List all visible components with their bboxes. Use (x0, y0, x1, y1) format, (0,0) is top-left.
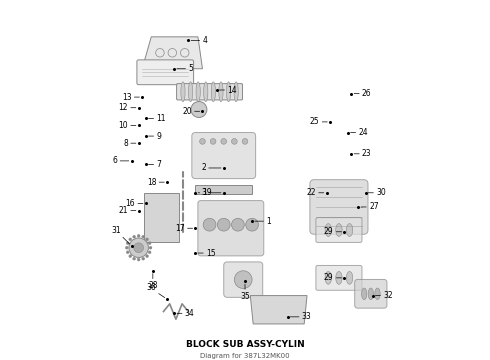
Text: 4: 4 (202, 36, 207, 45)
Circle shape (245, 218, 258, 231)
Text: 23: 23 (362, 149, 371, 158)
Circle shape (203, 218, 216, 231)
Ellipse shape (346, 271, 353, 284)
Circle shape (133, 235, 136, 238)
Circle shape (232, 139, 237, 144)
Circle shape (210, 139, 216, 144)
Text: 6: 6 (113, 156, 118, 165)
Text: 10: 10 (119, 121, 128, 130)
Text: 24: 24 (358, 128, 368, 137)
Ellipse shape (375, 288, 380, 300)
Text: 26: 26 (362, 89, 371, 98)
Text: 35: 35 (240, 292, 250, 301)
Ellipse shape (362, 288, 367, 300)
Text: 7: 7 (156, 160, 161, 169)
Text: 29: 29 (324, 273, 334, 282)
Circle shape (133, 257, 136, 260)
Text: 22: 22 (306, 188, 316, 197)
Text: 21: 21 (119, 206, 128, 215)
FancyBboxPatch shape (355, 279, 387, 308)
Circle shape (232, 218, 245, 231)
Text: 28: 28 (148, 282, 158, 291)
Ellipse shape (196, 82, 200, 102)
Ellipse shape (336, 271, 342, 284)
Circle shape (125, 246, 128, 249)
Text: 18: 18 (147, 177, 156, 186)
Ellipse shape (189, 82, 193, 102)
Circle shape (234, 271, 252, 288)
Circle shape (126, 251, 129, 254)
Ellipse shape (325, 224, 332, 237)
Text: 32: 32 (383, 291, 393, 300)
Circle shape (242, 139, 248, 144)
Text: 27: 27 (369, 202, 379, 211)
Circle shape (146, 255, 148, 257)
FancyBboxPatch shape (198, 201, 264, 256)
Circle shape (129, 255, 132, 257)
Text: 25: 25 (310, 117, 319, 126)
Circle shape (142, 257, 145, 260)
Circle shape (146, 238, 148, 241)
Ellipse shape (336, 224, 342, 237)
Circle shape (148, 251, 151, 254)
Text: 11: 11 (156, 114, 166, 123)
Text: 19: 19 (202, 188, 212, 197)
Text: 1: 1 (266, 217, 271, 226)
Circle shape (149, 246, 152, 249)
FancyBboxPatch shape (192, 132, 256, 179)
Ellipse shape (234, 82, 238, 102)
Text: 29: 29 (324, 227, 334, 236)
Ellipse shape (325, 271, 332, 284)
Text: 5: 5 (188, 64, 193, 73)
Text: 2: 2 (201, 163, 206, 172)
Ellipse shape (204, 82, 208, 102)
Text: 17: 17 (175, 224, 185, 233)
Circle shape (199, 139, 205, 144)
Circle shape (148, 242, 151, 244)
Text: 30: 30 (376, 188, 386, 197)
Text: 13: 13 (122, 93, 132, 102)
Polygon shape (250, 296, 307, 324)
Text: 3: 3 (201, 188, 206, 197)
Circle shape (134, 243, 144, 253)
Text: 34: 34 (185, 309, 195, 318)
Text: 31: 31 (111, 226, 121, 235)
Ellipse shape (226, 82, 231, 102)
Text: BLOCK SUB ASSY-CYLIN: BLOCK SUB ASSY-CYLIN (186, 340, 304, 349)
Ellipse shape (219, 82, 223, 102)
Text: 14: 14 (227, 86, 237, 95)
Circle shape (137, 258, 140, 261)
Text: 12: 12 (119, 103, 128, 112)
Circle shape (137, 234, 140, 237)
Text: 36: 36 (147, 283, 156, 292)
Text: Diagram for 387L32MK00: Diagram for 387L32MK00 (200, 354, 290, 359)
Circle shape (221, 139, 226, 144)
Polygon shape (144, 193, 179, 242)
Text: 8: 8 (123, 139, 128, 148)
Ellipse shape (211, 82, 216, 102)
FancyBboxPatch shape (176, 84, 243, 100)
FancyBboxPatch shape (137, 60, 194, 85)
Circle shape (126, 242, 129, 244)
Text: 33: 33 (302, 312, 312, 321)
FancyBboxPatch shape (224, 262, 263, 297)
Text: 16: 16 (125, 199, 135, 208)
Circle shape (142, 235, 145, 238)
Circle shape (218, 218, 230, 231)
Text: 20: 20 (182, 107, 192, 116)
Ellipse shape (346, 224, 353, 237)
Circle shape (191, 102, 207, 117)
FancyBboxPatch shape (310, 180, 368, 234)
Circle shape (129, 238, 148, 257)
FancyBboxPatch shape (316, 265, 362, 290)
FancyBboxPatch shape (316, 217, 362, 242)
Ellipse shape (181, 82, 185, 102)
Text: 15: 15 (206, 248, 216, 257)
Circle shape (129, 238, 132, 241)
Ellipse shape (368, 288, 373, 300)
Text: 9: 9 (156, 131, 161, 140)
Polygon shape (142, 37, 202, 69)
Bar (196, 185, 252, 194)
